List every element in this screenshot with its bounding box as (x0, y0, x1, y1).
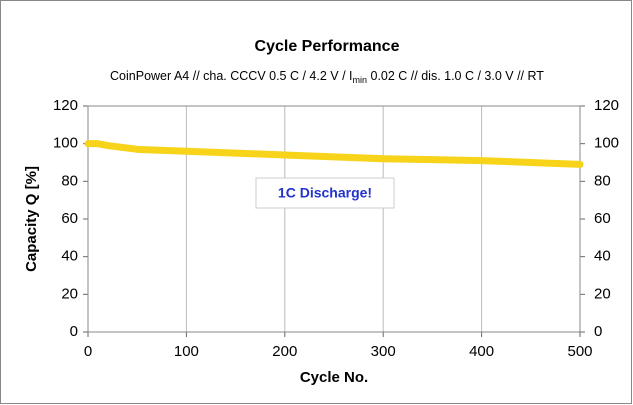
x-tick-label: 500 (567, 343, 592, 360)
y2-tick-label: 60 (594, 210, 611, 227)
x-tick-label: 400 (469, 343, 494, 360)
y-tick-label: 0 (70, 323, 78, 340)
subtitle-subscript: min (353, 75, 368, 85)
subtitle-part: CoinPower A4 // cha. CCCV 0.5 C / 4.2 V … (110, 69, 352, 83)
x-tick-label: 100 (174, 343, 199, 360)
x-tick-label: 200 (272, 343, 297, 360)
y2-tick-label: 20 (594, 285, 611, 302)
y-tick-label: 80 (61, 172, 78, 189)
y2-tick-label: 80 (594, 172, 611, 189)
x-tick-label: 300 (371, 343, 396, 360)
chart-title: Cycle Performance (255, 38, 400, 55)
y2-tick-label: 100 (594, 135, 619, 152)
y-tick-label: 120 (53, 97, 78, 114)
y2-tick-label: 120 (594, 97, 619, 114)
y-axis-label: Capacity Q [%] (23, 166, 40, 272)
chart-subtitle: CoinPower A4 // cha. CCCV 0.5 C / 4.2 V … (110, 69, 544, 85)
subtitle-part: 0.02 C // dis. 1.0 C / 3.0 V // RT (367, 69, 544, 83)
y2-tick-label: 0 (594, 323, 602, 340)
annotation: 1C Discharge! (278, 185, 372, 201)
data-line (84, 140, 584, 168)
y2-tick-label: 40 (594, 248, 611, 265)
x-axis-label: Cycle No. (300, 369, 368, 386)
y-tick-label: 100 (53, 135, 78, 152)
plot-area (87, 105, 581, 333)
y-tick-label: 60 (61, 210, 78, 227)
x-tick-label: 0 (84, 343, 92, 360)
annotation-box (255, 177, 395, 209)
y-tick-label: 40 (61, 248, 78, 265)
y-tick-label: 20 (61, 285, 78, 302)
